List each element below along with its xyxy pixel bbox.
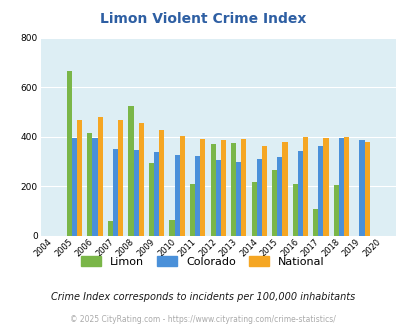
Bar [200,139,205,236]
Bar [292,184,297,236]
Bar [261,146,266,236]
Bar [236,162,241,236]
Bar [241,139,246,236]
Text: Crime Index corresponds to incidents per 100,000 inhabitants: Crime Index corresponds to incidents per… [51,292,354,302]
Bar [139,123,143,236]
Bar [174,155,179,236]
Bar [133,150,139,236]
Bar [215,160,220,236]
Bar [338,138,343,236]
Bar [251,182,256,236]
Bar [190,184,195,236]
Bar [343,137,348,236]
Bar [364,142,369,236]
Bar [153,152,159,236]
Bar [302,137,307,236]
Bar [297,150,302,236]
Bar [113,149,118,236]
Bar [318,146,323,236]
Bar [118,120,123,236]
Bar [220,140,225,236]
Text: Limon Violent Crime Index: Limon Violent Crime Index [100,12,305,25]
Bar [108,221,113,236]
Bar [87,133,92,236]
Bar [282,143,287,236]
Bar [97,117,102,236]
Bar [333,185,338,236]
Bar [72,138,77,236]
Bar [169,220,174,236]
Bar [66,71,72,236]
Bar [271,170,277,236]
Bar [256,159,261,236]
Bar [128,106,133,236]
Bar [149,163,153,236]
Bar [92,138,97,236]
Bar [159,130,164,236]
Legend: Limon, Colorado, National: Limon, Colorado, National [81,256,324,267]
Bar [277,157,282,236]
Bar [230,143,236,236]
Bar [210,145,215,236]
Bar [312,209,318,236]
Bar [358,140,364,236]
Bar [179,136,184,236]
Bar [195,156,200,236]
Bar [77,120,82,236]
Bar [323,138,328,236]
Text: © 2025 CityRating.com - https://www.cityrating.com/crime-statistics/: © 2025 CityRating.com - https://www.city… [70,315,335,324]
